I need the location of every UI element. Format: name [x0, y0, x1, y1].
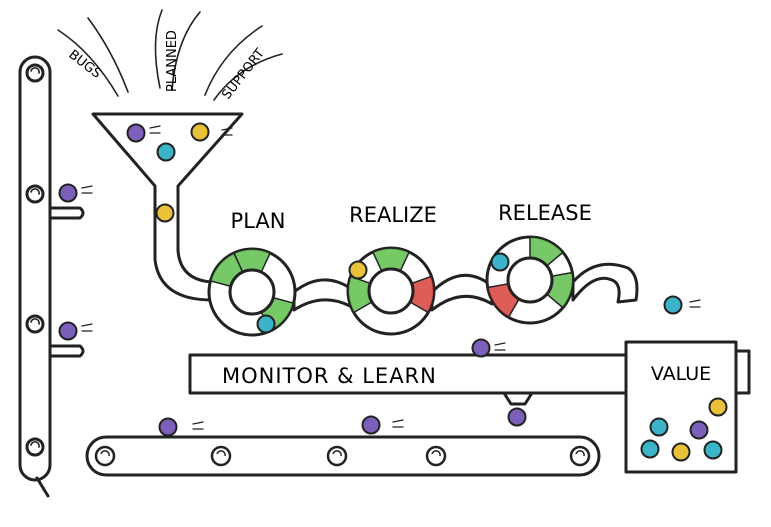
- hopper: [502, 391, 534, 406]
- input-label-planned: PLANNED: [165, 30, 180, 92]
- ball-icon: [490, 252, 510, 272]
- conveyor-roller-icon: [25, 437, 45, 457]
- motion-lines: [81, 185, 93, 194]
- ball-icon: [649, 417, 669, 437]
- motion-lines: [81, 323, 93, 332]
- ball-icon: [156, 142, 176, 162]
- shelf: [48, 206, 85, 220]
- ball-icon: [703, 440, 723, 460]
- ball-icon: [507, 407, 527, 427]
- conveyor-roller-icon: [210, 445, 232, 467]
- conveyor-foot: [35, 476, 50, 498]
- lifebuoy-wheel-icon: [346, 246, 436, 336]
- stage-label-realize: REALIZE: [349, 203, 437, 227]
- vertical-conveyor: [18, 55, 85, 498]
- ball-icon: [126, 123, 146, 143]
- monitor-label: MONITOR & LEARN: [222, 364, 437, 388]
- motion-lines: [689, 299, 701, 308]
- bottom-rollers: [94, 445, 591, 467]
- ball-icon: [155, 203, 175, 223]
- motion-lines: [192, 421, 204, 430]
- ball-icon: [671, 442, 691, 462]
- conveyor-roller-icon: [25, 184, 45, 204]
- ball-icon: [190, 122, 210, 142]
- ball-icon: [256, 314, 276, 334]
- input-streams: [57, 9, 283, 101]
- motion-lines: [494, 342, 506, 351]
- conveyor-roller-icon: [94, 445, 116, 467]
- ball-icon: [348, 260, 368, 280]
- ball-icon: [158, 417, 178, 437]
- pipes: [292, 262, 639, 312]
- ball-icon: [58, 183, 78, 203]
- conveyor-roller-icon: [25, 63, 45, 83]
- motion-lines: [392, 419, 404, 428]
- value-label: VALUE: [651, 363, 711, 385]
- shelf: [48, 344, 85, 358]
- ball-icon: [708, 397, 728, 417]
- balls: [58, 122, 728, 462]
- ball-icon: [471, 338, 491, 358]
- conveyor-roller-icon: [326, 445, 348, 467]
- ball-icon: [58, 321, 78, 341]
- input-label-support: SUPPORT: [219, 46, 268, 102]
- conveyor-roller-icon: [425, 445, 447, 467]
- monitor-and-learn-bar: MONITOR & LEARN: [188, 349, 751, 406]
- motion-lines: [149, 125, 161, 134]
- motion-lines: [221, 127, 233, 136]
- ball-icon: [640, 439, 660, 459]
- vertical-belt: [18, 55, 52, 482]
- conveyor-roller-icon: [25, 314, 45, 334]
- lifebuoy-wheel-icon: [207, 247, 297, 337]
- stage-label-plan: PLAN: [231, 209, 286, 233]
- lifebuoy-wheel-icon: [485, 235, 575, 325]
- conveyor-roller-icon: [569, 445, 591, 467]
- stage-label-release: RELEASE: [498, 201, 592, 225]
- ball-icon: [663, 295, 683, 315]
- ball-icon: [361, 415, 381, 435]
- ball-icon: [689, 420, 709, 440]
